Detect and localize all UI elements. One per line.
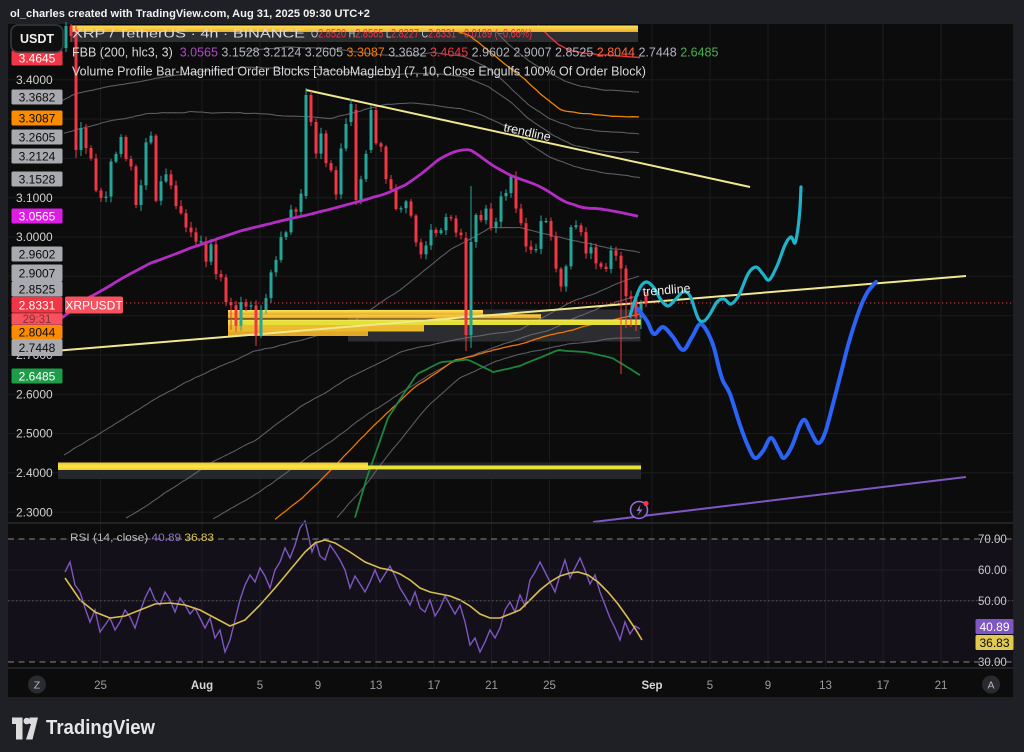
svg-text:2.6485: 2.6485	[19, 369, 56, 383]
svg-text:29:31: 29:31	[23, 314, 52, 326]
svg-text:40.89: 40.89	[979, 620, 1009, 634]
svg-text:3.1000: 3.1000	[16, 191, 53, 205]
svg-text:13: 13	[370, 680, 383, 692]
svg-text:36.83: 36.83	[979, 636, 1009, 650]
svg-text:9: 9	[315, 680, 321, 692]
svg-text:3.1528: 3.1528	[19, 172, 56, 186]
svg-text:21: 21	[485, 680, 498, 692]
svg-text:3.4645: 3.4645	[19, 51, 56, 65]
svg-text:3.2605: 3.2605	[19, 130, 56, 144]
svg-text:2.8525: 2.8525	[19, 282, 56, 296]
svg-text:2.8044: 2.8044	[19, 325, 56, 339]
svg-text:2.6000: 2.6000	[16, 387, 53, 401]
svg-text:2.9602: 2.9602	[19, 247, 56, 261]
svg-text:30.00: 30.00	[978, 657, 1007, 669]
svg-text:FBB (200, hlc3, 3) 3.0565 3.1: FBB (200, hlc3, 3) 3.0565 3.1528 3.2124 …	[72, 46, 718, 60]
svg-text:XRP / TetherUS · 4h · BINANCE: XRP / TetherUS · 4h · BINANCE	[72, 27, 305, 41]
svg-text:25: 25	[94, 680, 107, 692]
svg-text:A: A	[987, 680, 994, 692]
svg-text:Volume Profile Bar-Magnified O: Volume Profile Bar-Magnified Order Block…	[72, 65, 646, 79]
svg-text:USDT: USDT	[20, 32, 54, 46]
svg-text:Sep: Sep	[641, 680, 662, 692]
svg-text:21: 21	[935, 680, 948, 692]
svg-text:3.2124: 3.2124	[19, 149, 56, 163]
svg-text:Z: Z	[34, 680, 41, 692]
svg-text:2.7448: 2.7448	[19, 341, 56, 355]
svg-text:3.0000: 3.0000	[16, 230, 53, 244]
svg-text:2.8331: 2.8331	[19, 298, 56, 312]
svg-text:5: 5	[257, 680, 263, 692]
svg-text:Aug: Aug	[191, 680, 213, 692]
svg-text:50.00: 50.00	[978, 596, 1007, 608]
svg-text:TradingView: TradingView	[46, 716, 155, 739]
svg-text:70.00: 70.00	[978, 534, 1007, 546]
svg-text:25: 25	[543, 680, 556, 692]
svg-text:RSI (14, close) 40.89 36.83: RSI (14, close) 40.89 36.83	[70, 532, 214, 544]
svg-text:13: 13	[819, 680, 832, 692]
svg-text:17: 17	[877, 680, 890, 692]
svg-text:9: 9	[765, 680, 771, 692]
svg-text:O2.8520 H2.8565 L2.8227 C2.833: O2.8520 H2.8565 L2.8227 C2.8331 −0.0189 …	[311, 27, 532, 41]
svg-text:60.00: 60.00	[978, 565, 1007, 577]
svg-text:3.3087: 3.3087	[19, 111, 56, 125]
svg-text:17: 17	[428, 680, 441, 692]
svg-text:3.3682: 3.3682	[19, 90, 56, 104]
svg-text:2.9007: 2.9007	[19, 266, 56, 280]
svg-text:5: 5	[707, 680, 713, 692]
svg-text:XRPUSDT: XRPUSDT	[65, 298, 123, 312]
svg-text:ol_charles created with Tradin: ol_charles created with TradingView.com,…	[10, 8, 370, 20]
svg-text:3.0565: 3.0565	[19, 209, 56, 223]
svg-text:2.3000: 2.3000	[16, 505, 53, 519]
svg-text:2.4000: 2.4000	[16, 466, 53, 480]
svg-text:2.5000: 2.5000	[16, 427, 53, 441]
svg-text:trendline: trendline	[642, 281, 691, 299]
svg-text:3.4000: 3.4000	[16, 73, 53, 87]
